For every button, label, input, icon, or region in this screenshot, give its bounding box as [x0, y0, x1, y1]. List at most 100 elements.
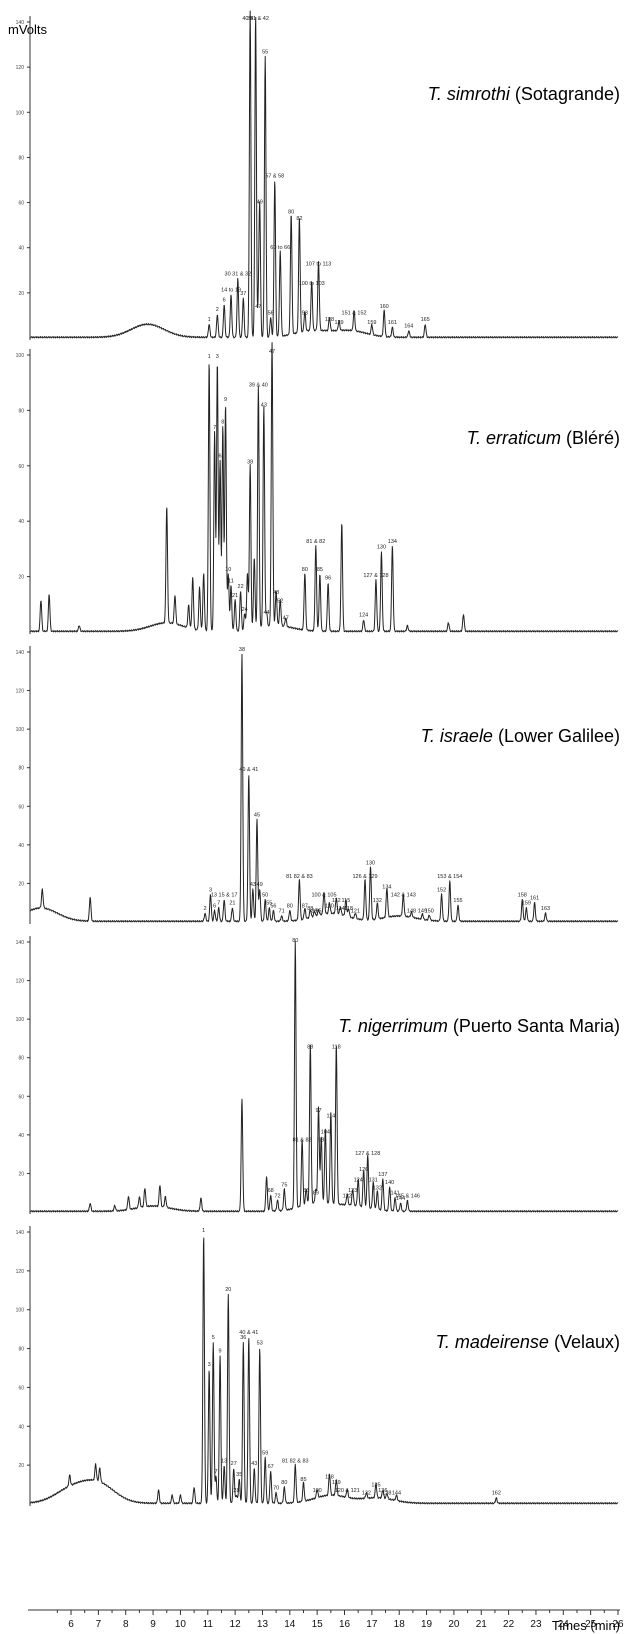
chromatogram-trace [29, 653, 619, 923]
peak-label: 158 [518, 893, 527, 899]
peak-label: 124 [354, 1177, 363, 1183]
peak-label: 107 to 113 [306, 262, 332, 268]
peak-label: 1 [208, 354, 211, 360]
peak-label: 7 [213, 425, 216, 431]
peak-label: 88 [307, 906, 313, 912]
peak-label: 81 82 & 83 [282, 1458, 309, 1464]
y-tick-label: 40 [18, 1133, 24, 1139]
peak-label: 21 [232, 593, 238, 599]
peak-label: 75 [281, 1183, 287, 1189]
panel-title: T. erraticum (Bléré) [467, 428, 620, 448]
y-tick-label: 120 [16, 689, 25, 695]
peak-label: 48 [273, 590, 279, 596]
y-tick-label: 140 [16, 650, 25, 656]
peak-label: 161 [388, 320, 397, 326]
y-tick-label: 140 [16, 940, 25, 946]
peak-label: 55 [262, 50, 268, 56]
chromatogram-trace [29, 940, 619, 1213]
peak-label: 97 [315, 1108, 321, 1114]
peak-label: 81 & 82 [306, 539, 325, 545]
peak-label: 47 [269, 349, 275, 355]
peak-label: 140 [385, 1180, 394, 1186]
peak-label: 100 [313, 1488, 322, 1494]
peak-label: 150 [425, 909, 434, 915]
peak-label: 144 [392, 1491, 401, 1497]
peak-label: 45 [254, 813, 260, 819]
peak-label: 7 [214, 1469, 217, 1475]
location-name: (Sotagrande) [515, 84, 620, 104]
y-tick-label: 80 [18, 1056, 24, 1062]
y-tick-label: 140 [16, 20, 25, 26]
peak-label: 50 [262, 893, 268, 899]
y-tick-label: 60 [18, 804, 24, 810]
peak-label: 115 [341, 898, 350, 904]
peak-label: 59 [262, 1450, 268, 1456]
x-tick-label: 15 [312, 1619, 324, 1630]
peak-label: 100 & 105 [311, 893, 336, 899]
y-tick-label: 120 [16, 65, 25, 71]
y-tick-label: 60 [18, 1385, 24, 1391]
peak-label: 43 [261, 402, 267, 408]
peak-label: 39 & 40 [249, 383, 268, 389]
peak-label: 70 [273, 1485, 279, 1491]
peak-label: 40 & 41 [239, 1330, 258, 1336]
peak-label: 3 [208, 1362, 211, 1368]
peak-label: 96 [325, 576, 331, 582]
peak-label: 124 [359, 613, 368, 619]
location-name: (Velaux) [554, 1332, 620, 1352]
peak-label: 104 [321, 1130, 330, 1136]
y-tick-label: 20 [18, 575, 24, 581]
y-tick-label: 80 [18, 766, 24, 772]
peak-label: 13 [221, 1458, 227, 1464]
peak-label: 85 [317, 567, 323, 573]
peak-label: 155 [453, 898, 462, 904]
y-tick-label: 80 [18, 1347, 24, 1353]
peak-label: 123 [348, 1188, 357, 1194]
peak-label: 14 to 19 [221, 288, 241, 294]
peak-label: 114 [326, 1114, 335, 1120]
peak-label: 82 [296, 216, 302, 222]
peak-label: 80 [287, 903, 293, 909]
peak-label: 87 [302, 903, 308, 909]
peak-label: 6 [219, 454, 222, 460]
peak-label: 129 [334, 320, 343, 326]
peak-label: 126 [359, 1167, 368, 1173]
x-tick-label: 19 [421, 1619, 433, 1630]
peak-label: 132 [373, 1185, 382, 1191]
x-tick-label: 25 [585, 1619, 597, 1630]
peak-label: 1 [202, 1228, 205, 1234]
y-tick-label: 60 [18, 201, 24, 207]
x-tick-label: 22 [503, 1619, 515, 1630]
peak-label: 5 [212, 1335, 215, 1341]
peak-label: 49 [257, 200, 263, 206]
peak-label: 38 [247, 459, 253, 465]
peak-label: 152 [437, 887, 446, 893]
y-tick-label: 20 [18, 881, 24, 887]
peak-label: 164 [404, 323, 413, 329]
peak-label: 6 [213, 903, 216, 909]
peak-label: 130 [377, 544, 386, 550]
peak-label: 81 & 82 [293, 1138, 312, 1144]
y-tick-label: 60 [18, 1094, 24, 1100]
peak-label: 126 & 129 [352, 874, 377, 880]
y-tick-label: 100 [16, 1017, 25, 1023]
x-tick-label: 24 [558, 1619, 570, 1630]
peak-label: 9 [224, 397, 227, 403]
species-name: T. israele [421, 726, 498, 746]
peak-label: 57 & 58 [265, 174, 284, 180]
peak-label: 40 41 & 42 [242, 16, 269, 22]
peak-label: 47 [255, 304, 261, 310]
peak-label: 93 [302, 310, 308, 316]
location-name: (Bléré) [566, 428, 620, 448]
y-tick-label: 100 [16, 353, 25, 359]
peak-label: 165 [421, 317, 430, 323]
peak-label: 89 [313, 1191, 319, 1197]
peak-label: 137 [378, 1172, 387, 1178]
peak-label: 28 [233, 1488, 239, 1494]
location-name: (Puerto Santa Maria) [453, 1016, 620, 1036]
peak-label: 36 [240, 1335, 246, 1341]
peak-label: 120 & 121 [335, 1488, 360, 1494]
